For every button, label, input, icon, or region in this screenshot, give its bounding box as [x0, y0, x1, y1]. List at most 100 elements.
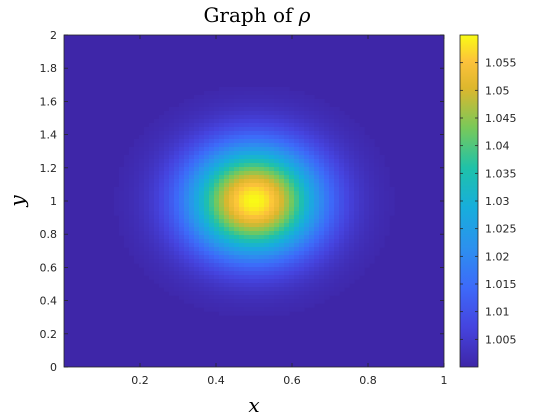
heatmap-cell — [279, 131, 285, 136]
heatmap-cell — [189, 219, 195, 224]
heatmap-cell — [239, 119, 245, 124]
heatmap-cell — [384, 183, 390, 188]
heatmap-cell — [349, 279, 355, 284]
heatmap-cell — [249, 103, 255, 108]
heatmap-cell — [264, 279, 270, 284]
heatmap-cell — [324, 291, 330, 296]
heatmap-cell — [194, 295, 200, 300]
heatmap-cell — [274, 307, 280, 312]
heatmap-cell — [164, 183, 170, 188]
heatmap-cell — [194, 183, 200, 188]
heatmap-cell — [284, 135, 290, 140]
heatmap-cell — [284, 263, 290, 268]
heatmap-cell — [249, 219, 255, 224]
heatmap-cell — [309, 175, 315, 180]
heatmap-cell — [314, 243, 320, 248]
heatmap-cell — [359, 175, 365, 180]
heatmap-cell — [299, 255, 305, 260]
heatmap-cell — [159, 283, 165, 288]
heatmap-cell — [344, 123, 350, 128]
heatmap-cell — [129, 207, 135, 212]
heatmap-cell — [144, 263, 150, 268]
heatmap-cell — [169, 215, 175, 220]
heatmap-cell — [159, 279, 165, 284]
heatmap-cell — [114, 207, 120, 212]
heatmap-cell — [354, 163, 360, 168]
heatmap-cell — [194, 231, 200, 236]
heatmap-cell — [319, 203, 325, 208]
heatmap-cell — [319, 195, 325, 200]
heatmap-cell — [339, 123, 345, 128]
heatmap-cell — [234, 211, 240, 216]
heatmap-cell — [369, 159, 375, 164]
heatmap-cell — [279, 151, 285, 156]
heatmap-cell — [344, 235, 350, 240]
heatmap-cell — [224, 95, 230, 100]
heatmap-cell — [114, 191, 120, 196]
heatmap-cell — [314, 143, 320, 148]
heatmap-cell — [284, 87, 290, 92]
heatmap-cell — [154, 239, 160, 244]
heatmap-cell — [279, 103, 285, 108]
heatmap-cell — [139, 251, 145, 256]
heatmap-cell — [244, 139, 250, 144]
heatmap-cell — [239, 155, 245, 160]
heatmap-cell — [339, 195, 345, 200]
heatmap-cell — [214, 171, 220, 176]
heatmap-cell — [309, 139, 315, 144]
heatmap-cell — [149, 211, 155, 216]
heatmap-cell — [144, 127, 150, 132]
heatmap-cell — [344, 223, 350, 228]
heatmap-cell — [364, 179, 370, 184]
heatmap-cell — [189, 299, 195, 304]
heatmap-cell — [209, 143, 215, 148]
heatmap-cell — [144, 251, 150, 256]
heatmap-cell — [179, 203, 185, 208]
heatmap-cell — [274, 263, 280, 268]
heatmap-cell — [229, 171, 235, 176]
heatmap-cell — [144, 183, 150, 188]
heatmap-cell — [164, 139, 170, 144]
heatmap-cell — [264, 183, 270, 188]
heatmap-cell — [329, 275, 335, 280]
heatmap-cell — [184, 295, 190, 300]
heatmap-cell — [199, 267, 205, 272]
heatmap-cell — [244, 247, 250, 252]
heatmap-cell — [269, 271, 275, 276]
heatmap-cell — [279, 295, 285, 300]
heatmap-cell — [284, 215, 290, 220]
heatmap-cell — [134, 247, 140, 252]
heatmap-cell — [174, 155, 180, 160]
heatmap-cell — [364, 247, 370, 252]
heatmap-cell — [319, 239, 325, 244]
heatmap-cell — [209, 295, 215, 300]
heatmap-cell — [244, 151, 250, 156]
heatmap-cell — [279, 123, 285, 128]
heatmap-cell — [139, 215, 145, 220]
heatmap-cell — [344, 267, 350, 272]
heatmap-cell — [174, 127, 180, 132]
heatmap-cell — [259, 195, 265, 200]
heatmap-cell — [204, 127, 210, 132]
heatmap-cell — [129, 203, 135, 208]
y-tick-label: 2 — [50, 29, 57, 42]
heatmap-cell — [174, 207, 180, 212]
heatmap-cell — [329, 243, 335, 248]
y-tick-label: 0 — [50, 361, 57, 374]
heatmap-cell — [314, 235, 320, 240]
heatmap-cell — [169, 135, 175, 140]
heatmap-cell — [329, 207, 335, 212]
heatmap-cell — [199, 155, 205, 160]
heatmap-cell — [199, 207, 205, 212]
heatmap-cell — [219, 279, 225, 284]
heatmap-cell — [329, 115, 335, 120]
heatmap-cell — [329, 135, 335, 140]
heatmap-cell — [284, 299, 290, 304]
heatmap-cell — [214, 183, 220, 188]
heatmap-cell — [289, 107, 295, 112]
heatmap-cell — [219, 187, 225, 192]
heatmap-cell — [264, 147, 270, 152]
heatmap-cell — [164, 227, 170, 232]
heatmap-cell — [204, 131, 210, 136]
heatmap-cell — [169, 139, 175, 144]
